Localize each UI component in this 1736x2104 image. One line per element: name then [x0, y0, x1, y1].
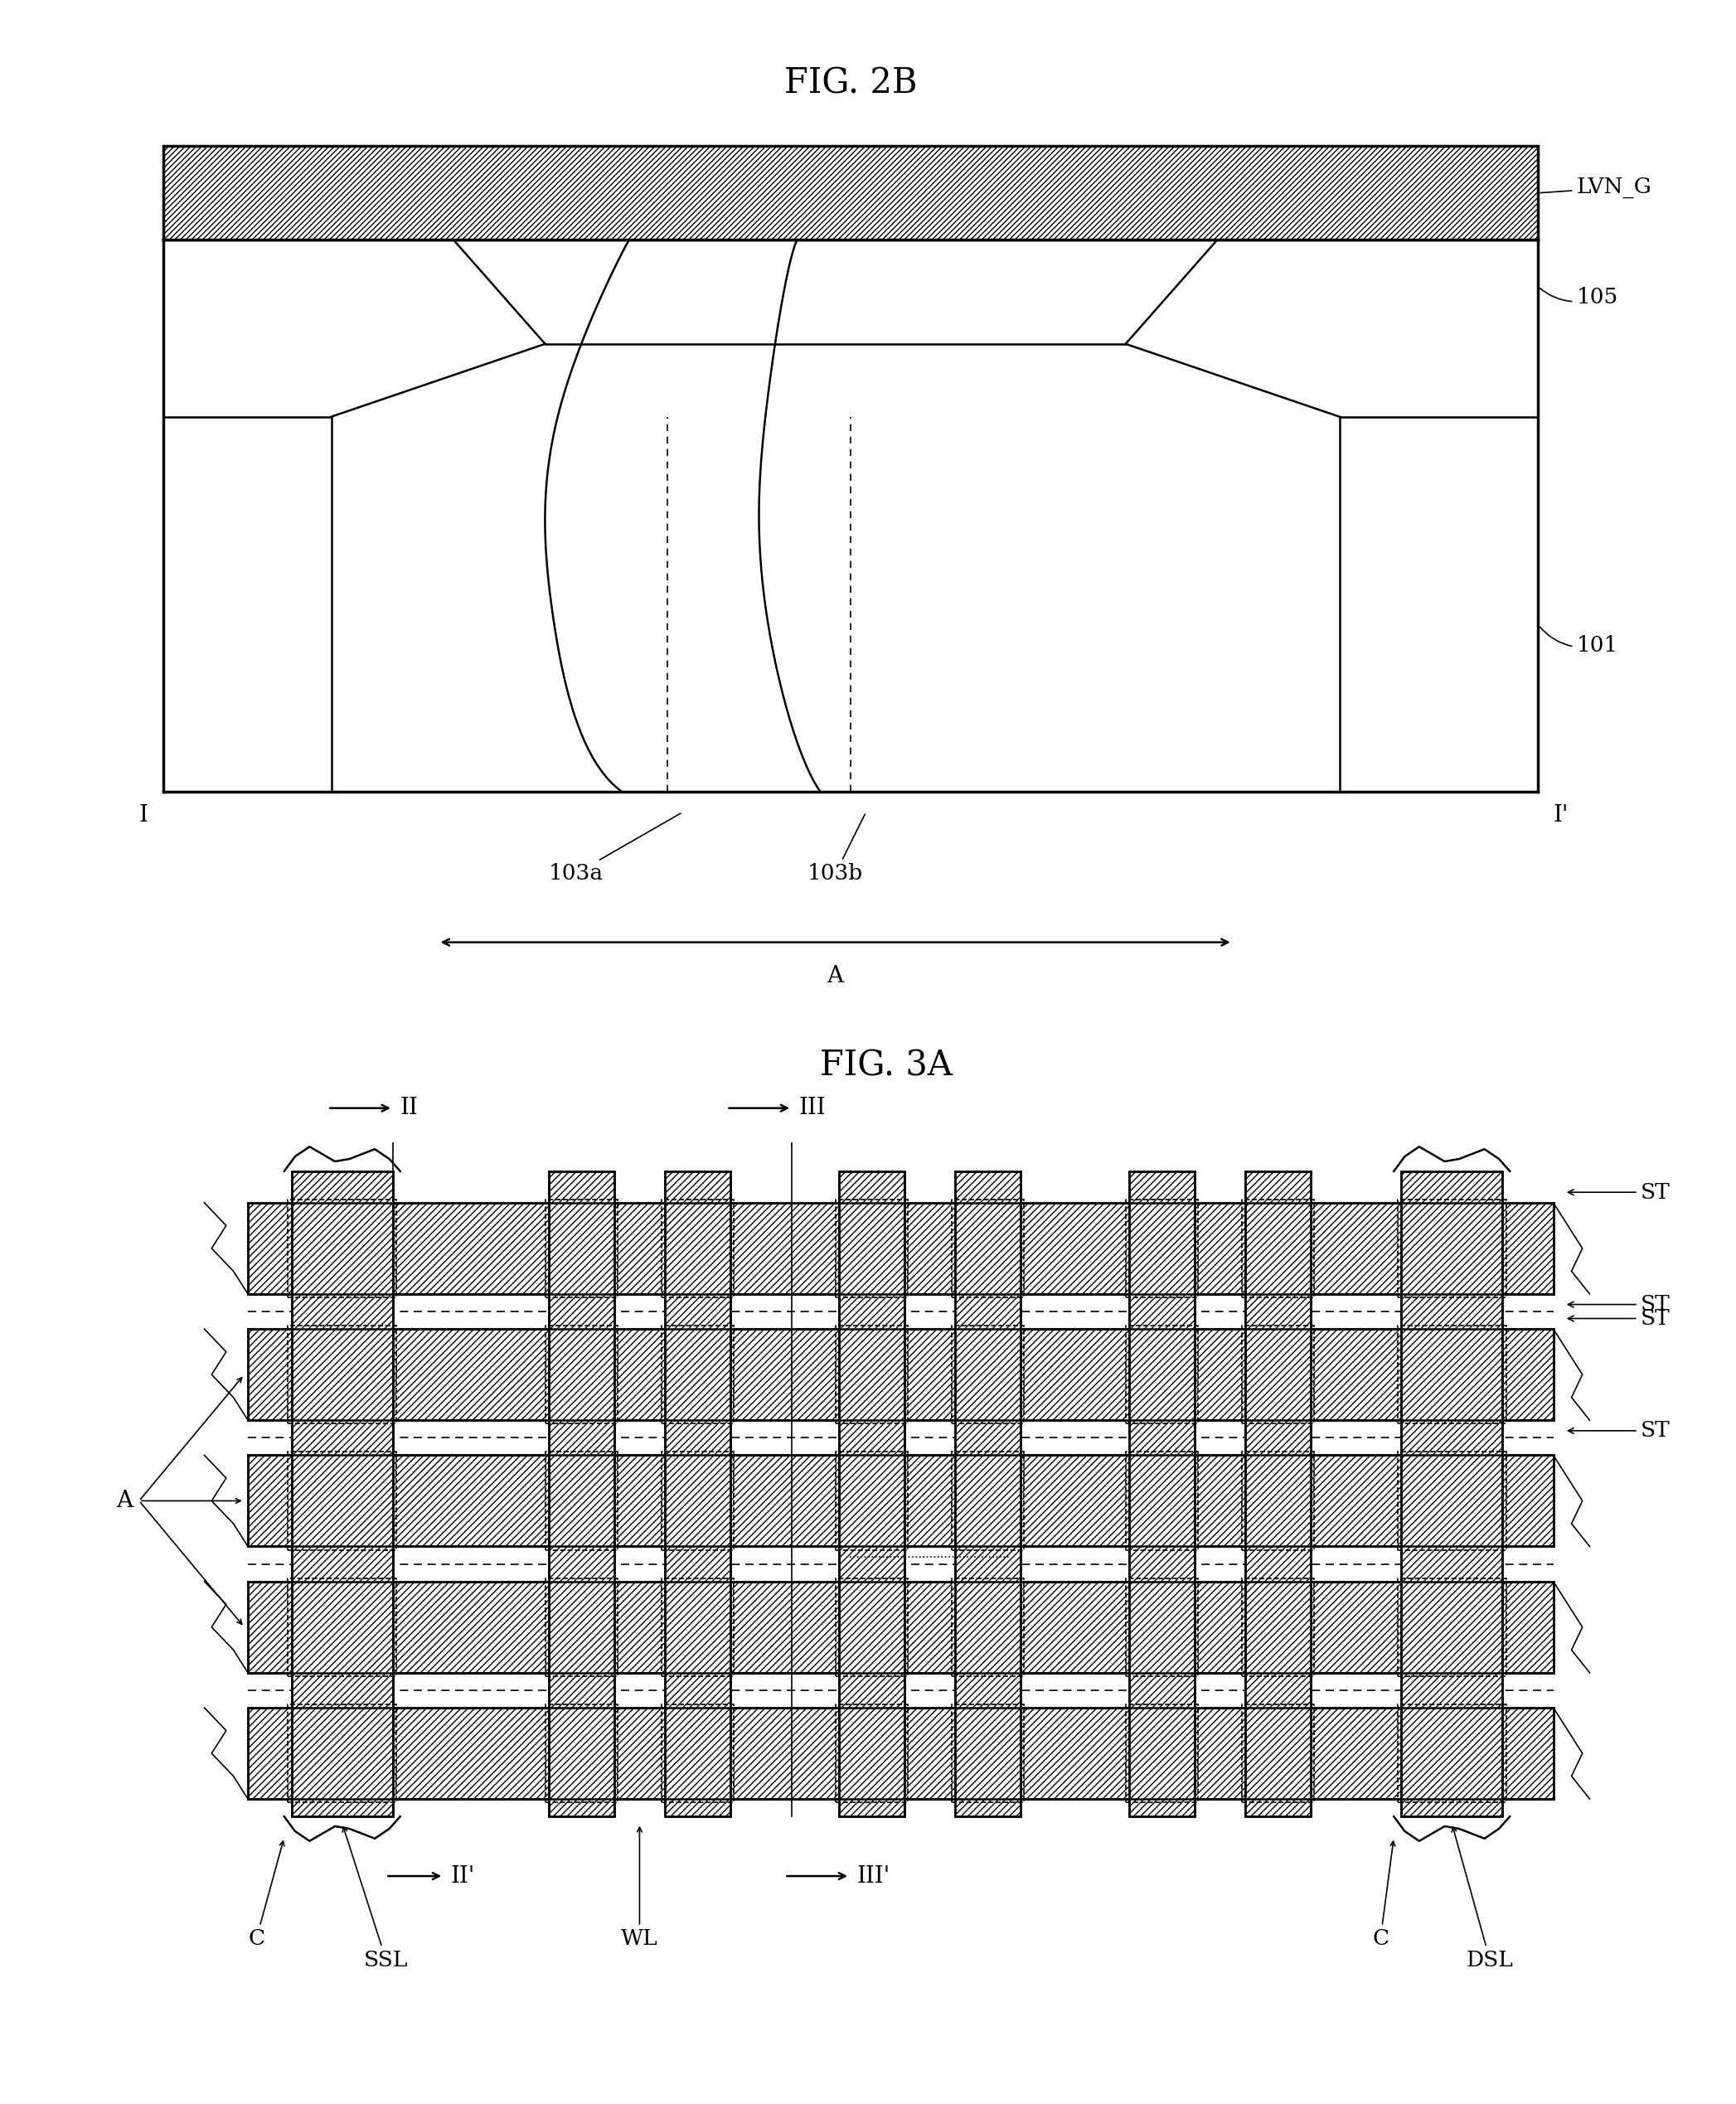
Bar [1241, 1199, 1314, 1298]
Bar [661, 1704, 734, 1803]
Text: DSL: DSL [1451, 1826, 1514, 1971]
Bar [288, 1199, 396, 1298]
Text: WL: WL [621, 1826, 658, 1950]
Text: ST: ST [1568, 1420, 1670, 1441]
Text: 103a: 103a [549, 814, 681, 884]
Text: III': III' [858, 1864, 891, 1887]
Bar [951, 1452, 1024, 1551]
Text: I: I [139, 804, 148, 827]
Bar [1241, 1578, 1314, 1677]
Bar [1128, 1172, 1194, 1816]
Bar [549, 1172, 615, 1816]
Bar [661, 1578, 734, 1677]
Bar [1241, 1326, 1314, 1424]
Text: ST: ST [1568, 1182, 1670, 1203]
Text: C: C [1371, 1841, 1396, 1950]
Bar [1125, 1326, 1198, 1424]
Bar [248, 1708, 1554, 1799]
Text: III: III [799, 1096, 826, 1119]
Bar [248, 1330, 1554, 1420]
Text: I': I' [1554, 804, 1569, 827]
Bar [1245, 1172, 1311, 1816]
Bar [661, 1199, 734, 1298]
Bar [1128, 1172, 1194, 1816]
Text: II: II [401, 1096, 418, 1119]
Text: LVN_G: LVN_G [1540, 177, 1651, 198]
Text: 101: 101 [1540, 627, 1618, 656]
Bar [163, 145, 1538, 240]
Text: SSL: SSL [342, 1826, 408, 1971]
Bar [951, 1704, 1024, 1803]
Bar [951, 1199, 1024, 1298]
Bar [545, 1199, 618, 1298]
Bar [835, 1578, 908, 1677]
Bar [549, 1172, 615, 1816]
Bar [545, 1578, 618, 1677]
Bar [288, 1704, 396, 1803]
Bar [1397, 1578, 1507, 1677]
Bar [1125, 1704, 1198, 1803]
Bar [545, 1704, 618, 1803]
Text: II': II' [451, 1864, 476, 1887]
Bar [661, 1326, 734, 1424]
Text: A: A [826, 966, 844, 987]
Text: FIG. 3A: FIG. 3A [819, 1048, 953, 1084]
Bar [951, 1578, 1024, 1677]
Bar [835, 1326, 908, 1424]
Bar [288, 1578, 396, 1677]
Bar [1401, 1172, 1503, 1816]
Bar [248, 1582, 1554, 1673]
Bar [545, 1326, 618, 1424]
Bar [1397, 1704, 1507, 1803]
Bar [545, 1452, 618, 1551]
Bar [1241, 1452, 1314, 1551]
Bar [292, 1172, 392, 1816]
Bar [248, 1708, 1554, 1799]
Bar [248, 1456, 1554, 1546]
Bar [665, 1172, 731, 1816]
Bar [248, 1203, 1554, 1294]
Bar [288, 1452, 396, 1551]
Bar [1125, 1199, 1198, 1298]
Text: 105: 105 [1540, 286, 1618, 307]
Bar [955, 1172, 1021, 1816]
Bar [1125, 1452, 1198, 1551]
Bar [248, 1203, 1554, 1294]
Bar [292, 1172, 392, 1816]
Bar [665, 1172, 731, 1816]
Text: FIG. 2B: FIG. 2B [785, 67, 917, 101]
Text: C: C [248, 1841, 285, 1950]
Text: ST: ST [1568, 1294, 1670, 1315]
Bar [955, 1172, 1021, 1816]
Bar [835, 1704, 908, 1803]
Bar [1241, 1704, 1314, 1803]
Bar [1401, 1172, 1503, 1816]
Bar [838, 1172, 904, 1816]
Bar [248, 1456, 1554, 1546]
Text: ST: ST [1568, 1309, 1670, 1330]
Bar [1397, 1326, 1507, 1424]
Bar [1125, 1578, 1198, 1677]
Bar [1245, 1172, 1311, 1816]
Text: 103b: 103b [807, 814, 865, 884]
Bar [835, 1199, 908, 1298]
Bar [163, 145, 1538, 240]
Bar [661, 1452, 734, 1551]
Bar [835, 1452, 908, 1551]
Bar [838, 1172, 904, 1816]
Bar [951, 1326, 1024, 1424]
Bar [248, 1582, 1554, 1673]
Bar [1397, 1452, 1507, 1551]
Bar [1397, 1199, 1507, 1298]
Text: A: A [116, 1490, 134, 1513]
Bar [248, 1330, 1554, 1420]
Bar [288, 1326, 396, 1424]
